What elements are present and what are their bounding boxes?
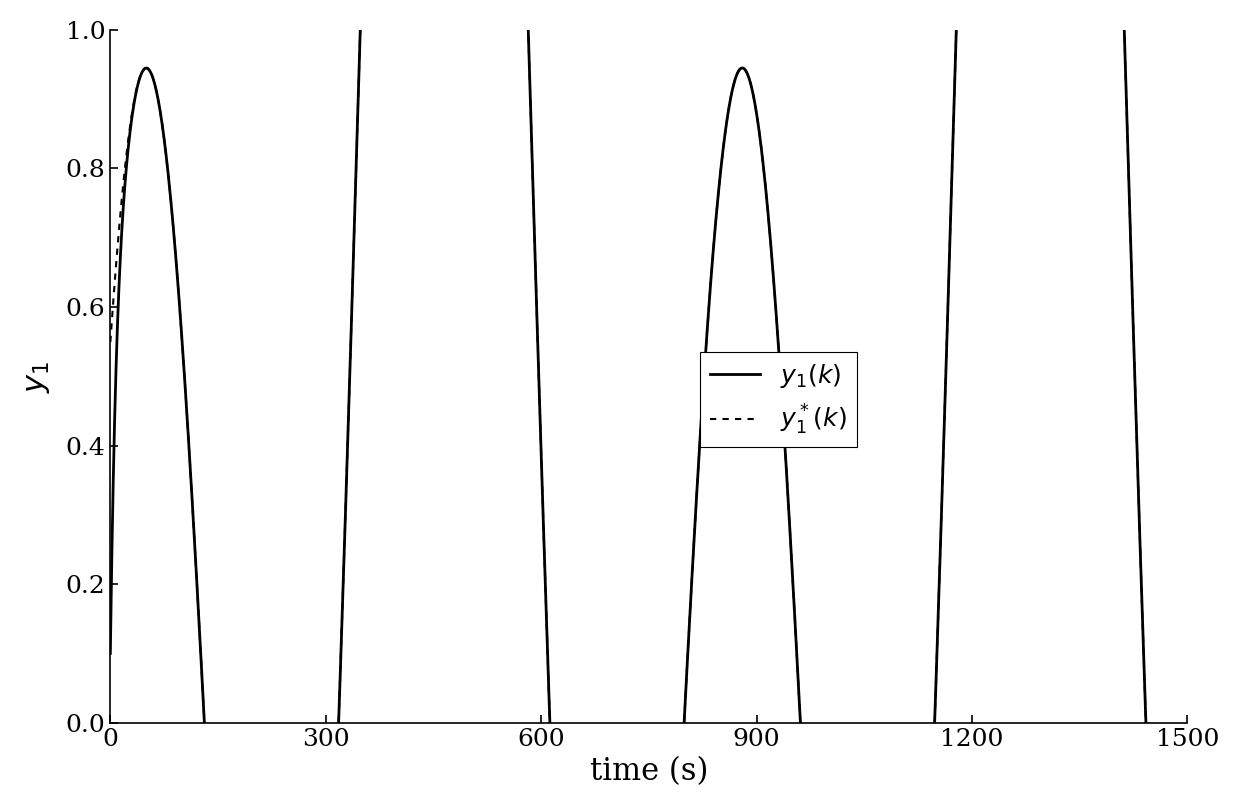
X-axis label: time (s): time (s)	[590, 756, 708, 787]
Legend: $y_1(k)$, $y_1^*(k)$: $y_1(k)$, $y_1^*(k)$	[699, 352, 857, 447]
$y_1^*(k)$	[103, 337, 118, 347]
Line: $y_1(k)$: $y_1(k)$	[110, 0, 1188, 808]
$y_1(k)$	[103, 649, 118, 659]
Line: $y_1^*(k)$: $y_1^*(k)$	[110, 0, 1188, 808]
Y-axis label: $y_1$: $y_1$	[21, 360, 52, 393]
